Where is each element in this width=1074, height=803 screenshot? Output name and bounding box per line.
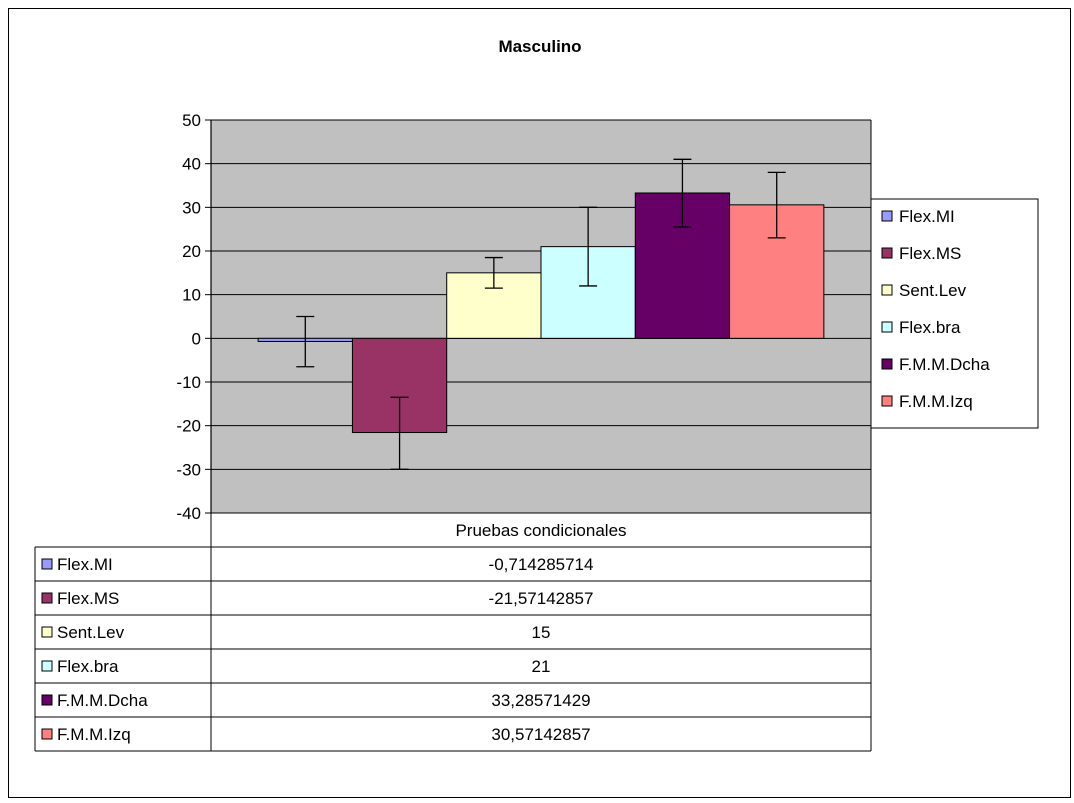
data-table: Pruebas condicionales Flex.MI -0,714285714…	[34, 512, 872, 752]
table-series-label: Flex.bra	[57, 657, 119, 676]
y-tick-label: 20	[182, 242, 201, 261]
table-series-label: Flex.MS	[57, 589, 119, 608]
table-series-label: F.M.M.Dcha	[57, 691, 148, 710]
table-value: 15	[532, 623, 551, 642]
y-tick-label: 50	[182, 111, 201, 130]
legend-key	[881, 395, 893, 407]
legend-entry: Flex.MI	[899, 207, 955, 226]
legend-key	[881, 247, 893, 259]
chart-title: Masculino	[498, 37, 581, 56]
y-tick-label: -30	[176, 460, 201, 479]
table-legend-key	[41, 694, 53, 706]
y-tick-label: 40	[182, 155, 201, 174]
y-tick-label: 30	[182, 198, 201, 217]
legend-entry: F.M.M.Izq	[899, 392, 973, 411]
legend-key	[881, 210, 893, 222]
legend-key	[881, 358, 893, 370]
table-legend-key	[41, 728, 53, 740]
legend-entry: Sent.Lev	[899, 281, 967, 300]
legend-box	[870, 198, 1039, 429]
y-tick-label: -40	[176, 504, 201, 523]
chart-frame	[8, 8, 1071, 798]
y-tick-label: -10	[176, 373, 201, 392]
legend-entry: Flex.bra	[899, 318, 961, 337]
table-legend-key	[41, 660, 53, 672]
table-series-label: Sent.Lev	[57, 623, 125, 642]
table-value: -0,714285714	[489, 555, 594, 574]
legend: Flex.MI Flex.MS Sent.Lev Flex.bra F.M.M.Dcha…	[870, 198, 1039, 429]
legend-key	[881, 284, 893, 296]
y-tick-label: 0	[192, 329, 201, 348]
plot-area: 50 40 30 20 10 0 -10 -20 -30 -40	[176, 111, 872, 523]
table-series-label: F.M.M.Izq	[57, 725, 131, 744]
table-value: 33,28571429	[491, 691, 590, 710]
table-legend-key	[41, 558, 53, 570]
legend-key	[881, 321, 893, 333]
table-value: -21,57142857	[489, 589, 594, 608]
table-legend-key	[41, 626, 53, 638]
y-tick-label: 10	[182, 286, 201, 305]
table-value: 30,57142857	[491, 725, 590, 744]
legend-entry: F.M.M.Dcha	[899, 355, 990, 374]
table-legend-key	[41, 592, 53, 604]
table-header-category: Pruebas condicionales	[455, 521, 626, 540]
legend-entry: Flex.MS	[899, 244, 961, 263]
y-tick-label: -20	[176, 417, 201, 436]
table-value: 21	[532, 657, 551, 676]
table-series-label: Flex.MI	[57, 555, 113, 574]
